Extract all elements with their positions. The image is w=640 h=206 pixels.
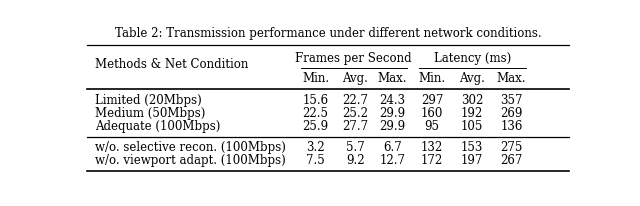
Text: 95: 95 xyxy=(425,120,440,133)
Text: 3.2: 3.2 xyxy=(307,141,325,154)
Text: 172: 172 xyxy=(421,154,444,167)
Text: 357: 357 xyxy=(500,94,523,107)
Text: 297: 297 xyxy=(421,94,444,107)
Text: 9.2: 9.2 xyxy=(346,154,365,167)
Text: Adequate (100Mbps): Adequate (100Mbps) xyxy=(95,120,220,133)
Text: 27.7: 27.7 xyxy=(342,120,369,133)
Text: Avg.: Avg. xyxy=(459,72,484,85)
Text: Methods & Net Condition: Methods & Net Condition xyxy=(95,58,248,71)
Text: 24.3: 24.3 xyxy=(380,94,406,107)
Text: Max.: Max. xyxy=(378,72,407,85)
Text: 12.7: 12.7 xyxy=(380,154,406,167)
Text: Min.: Min. xyxy=(302,72,329,85)
Text: Frames per Second: Frames per Second xyxy=(296,52,412,64)
Text: 25.2: 25.2 xyxy=(342,107,368,120)
Text: 302: 302 xyxy=(461,94,483,107)
Text: 15.6: 15.6 xyxy=(303,94,329,107)
Text: 29.9: 29.9 xyxy=(380,120,406,133)
Text: Latency (ms): Latency (ms) xyxy=(434,52,511,64)
Text: 25.9: 25.9 xyxy=(303,120,329,133)
Text: 6.7: 6.7 xyxy=(383,141,402,154)
Text: 197: 197 xyxy=(461,154,483,167)
Text: Table 2: Transmission performance under different network conditions.: Table 2: Transmission performance under … xyxy=(115,27,541,40)
Text: 275: 275 xyxy=(500,141,523,154)
Text: 132: 132 xyxy=(421,141,444,154)
Text: 22.7: 22.7 xyxy=(342,94,368,107)
Text: 22.5: 22.5 xyxy=(303,107,328,120)
Text: Min.: Min. xyxy=(419,72,445,85)
Text: Max.: Max. xyxy=(497,72,526,85)
Text: 269: 269 xyxy=(500,107,523,120)
Text: Limited (20Mbps): Limited (20Mbps) xyxy=(95,94,202,107)
Text: w/o. viewport adapt. (100Mbps): w/o. viewport adapt. (100Mbps) xyxy=(95,154,285,167)
Text: 29.9: 29.9 xyxy=(380,107,406,120)
Text: w/o. selective recon. (100Mbps): w/o. selective recon. (100Mbps) xyxy=(95,141,285,154)
Text: Medium (50Mbps): Medium (50Mbps) xyxy=(95,107,205,120)
Text: 7.5: 7.5 xyxy=(306,154,325,167)
Text: 267: 267 xyxy=(500,154,523,167)
Text: 136: 136 xyxy=(500,120,523,133)
Text: 105: 105 xyxy=(461,120,483,133)
Text: Avg.: Avg. xyxy=(342,72,368,85)
Text: 192: 192 xyxy=(461,107,483,120)
Text: 160: 160 xyxy=(421,107,444,120)
Text: 153: 153 xyxy=(461,141,483,154)
Text: 5.7: 5.7 xyxy=(346,141,365,154)
